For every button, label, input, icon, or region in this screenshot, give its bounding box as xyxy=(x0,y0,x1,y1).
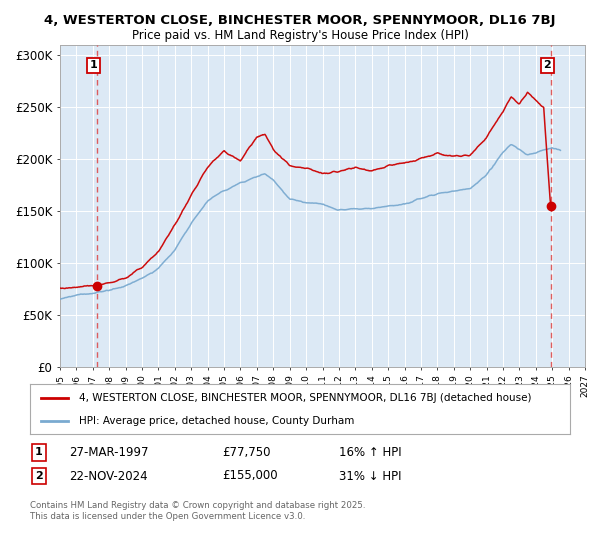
Text: 22-NOV-2024: 22-NOV-2024 xyxy=(69,469,148,483)
Text: 2: 2 xyxy=(544,60,551,71)
Text: 1: 1 xyxy=(89,60,97,71)
Text: 31% ↓ HPI: 31% ↓ HPI xyxy=(339,469,401,483)
Text: 2: 2 xyxy=(35,471,43,481)
Text: Contains HM Land Registry data © Crown copyright and database right 2025.
This d: Contains HM Land Registry data © Crown c… xyxy=(30,501,365,521)
Text: 27-MAR-1997: 27-MAR-1997 xyxy=(69,446,149,459)
Text: HPI: Average price, detached house, County Durham: HPI: Average price, detached house, Coun… xyxy=(79,417,354,426)
Text: 4, WESTERTON CLOSE, BINCHESTER MOOR, SPENNYMOOR, DL16 7BJ: 4, WESTERTON CLOSE, BINCHESTER MOOR, SPE… xyxy=(44,14,556,27)
Text: Price paid vs. HM Land Registry's House Price Index (HPI): Price paid vs. HM Land Registry's House … xyxy=(131,29,469,42)
Text: 1: 1 xyxy=(35,447,43,458)
Bar xyxy=(554,45,585,367)
Text: 16% ↑ HPI: 16% ↑ HPI xyxy=(339,446,401,459)
Text: £77,750: £77,750 xyxy=(222,446,271,459)
Text: 4, WESTERTON CLOSE, BINCHESTER MOOR, SPENNYMOOR, DL16 7BJ (detached house): 4, WESTERTON CLOSE, BINCHESTER MOOR, SPE… xyxy=(79,393,531,403)
Text: £155,000: £155,000 xyxy=(222,469,278,483)
